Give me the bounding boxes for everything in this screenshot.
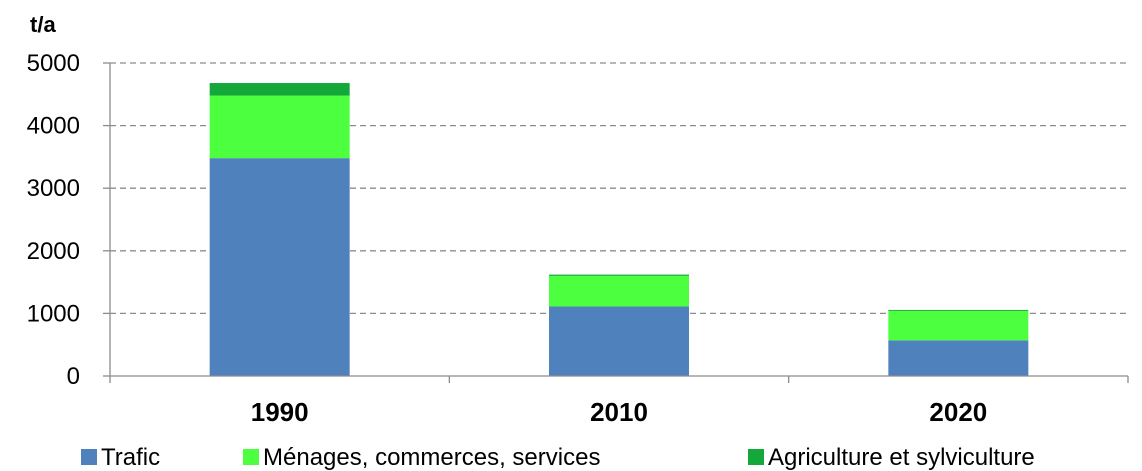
legend-label: Trafic [101, 444, 160, 471]
legend-label: Ménages, commerces, services [263, 444, 600, 471]
bar-segment [209, 83, 350, 96]
bar-segment [209, 158, 350, 376]
bar-segment [549, 306, 689, 376]
x-tick-label: 2010 [590, 397, 648, 427]
x-tick-label: 2020 [929, 397, 987, 427]
bar-segment [888, 310, 1029, 341]
legend-swatch [81, 449, 97, 465]
y-tick-labels: 0 1000 2000 3000 4000 5000 [27, 50, 80, 390]
y-tick-label: 5000 [27, 50, 80, 77]
legend: Trafic Ménages, commerces, services Agricu… [81, 444, 1035, 471]
y-axis-unit-label: t/a [30, 12, 56, 37]
bars [209, 83, 1029, 376]
bar-segment [888, 309, 1029, 311]
y-tick-label: 2000 [27, 238, 80, 265]
legend-label: Agriculture et sylviculture [768, 444, 1035, 471]
x-tick-labels: 1990 2010 2020 [251, 397, 988, 427]
bar-segment [549, 274, 689, 276]
y-tick-label: 1000 [27, 300, 80, 327]
bar-segment [888, 340, 1029, 376]
y-tick-label: 3000 [27, 175, 80, 202]
legend-swatch [243, 449, 259, 465]
bar-segment [549, 275, 689, 307]
x-tick-label: 1990 [251, 397, 309, 427]
y-tick-label: 0 [67, 363, 80, 390]
axes [103, 62, 1129, 383]
bar-segment [209, 95, 350, 159]
y-tick-label: 4000 [27, 113, 80, 140]
legend-swatch [748, 449, 764, 465]
